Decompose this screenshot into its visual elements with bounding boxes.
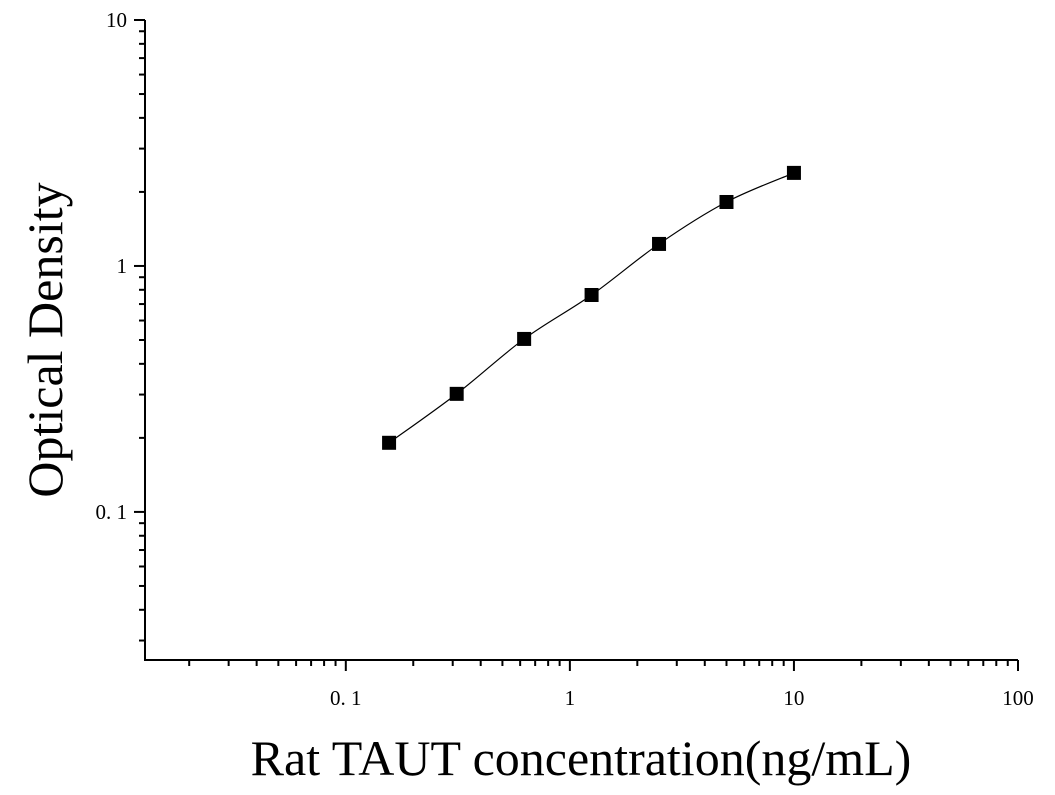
point [786, 165, 801, 180]
point [517, 331, 532, 346]
fit-curve [388, 172, 795, 444]
y-tick-label: 10 [106, 8, 127, 32]
y-tick-label: 0. 1 [96, 500, 128, 524]
x-tick-label: 100 [1002, 686, 1034, 710]
y-axis-title: Optical Density [17, 182, 73, 497]
x-axis-title: Rat TAUT concentration(ng/mL) [251, 730, 912, 786]
x-tick-label: 0. 1 [330, 686, 362, 710]
point [719, 194, 734, 209]
x-tick-label: 1 [565, 686, 576, 710]
point [382, 435, 397, 450]
x-tick-label: 10 [783, 686, 804, 710]
point [652, 236, 667, 251]
y-tick-label: 1 [117, 254, 128, 278]
point [584, 287, 599, 302]
point [449, 386, 464, 401]
